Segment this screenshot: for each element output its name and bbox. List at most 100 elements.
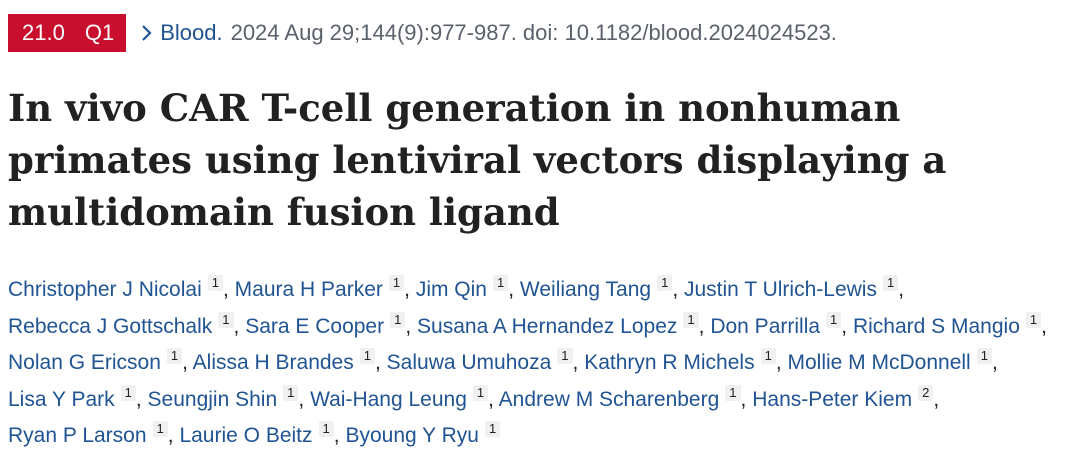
author-link[interactable]: Laurie O Beitz bbox=[179, 424, 313, 447]
affiliation-badge[interactable]: 1 bbox=[388, 275, 405, 291]
author-item: Hans-Peter Kiem 2, bbox=[752, 384, 940, 411]
author-item: Ryan P Larson 1, bbox=[8, 421, 174, 447]
affiliation-badge[interactable]: 1 bbox=[218, 311, 234, 328]
author-item: Andrew M Scharenberg 1, bbox=[498, 384, 747, 411]
author-item: Lisa Y Park 1, bbox=[8, 384, 142, 411]
author-link[interactable]: Kathryn R Michels bbox=[584, 351, 755, 374]
author-link[interactable]: Justin T Ulrich-Lewis bbox=[684, 278, 877, 301]
author-item: Christopher J Nicolai 1, bbox=[8, 275, 229, 301]
journal-metrics-badge: 21.0 Q1 bbox=[8, 14, 127, 52]
author-separator: , bbox=[991, 351, 998, 374]
affiliation-badge[interactable]: 1 bbox=[657, 275, 673, 291]
author-item: Don Parrilla 1, bbox=[710, 311, 848, 338]
author-link[interactable]: Jim Qin bbox=[415, 278, 487, 301]
author-separator: , bbox=[374, 351, 381, 374]
affiliation-badge[interactable]: 1 bbox=[390, 311, 406, 328]
author-item: Maura H Parker 1, bbox=[234, 275, 410, 301]
affiliation-badge[interactable]: 1 bbox=[472, 384, 489, 401]
author-separator: , bbox=[182, 351, 188, 374]
author-link[interactable]: Andrew M Scharenberg bbox=[498, 387, 720, 411]
author-item: Justin T Ulrich-Lewis 1, bbox=[684, 275, 905, 301]
affiliation-badge[interactable]: 2 bbox=[918, 384, 934, 401]
author-separator: , bbox=[508, 278, 515, 301]
author-item: Rebecca J Gottschalk 1, bbox=[8, 311, 240, 338]
author-link[interactable]: Weiliang Tang bbox=[519, 278, 652, 301]
affiliation-badge[interactable]: 1 bbox=[484, 421, 501, 437]
author-separator: , bbox=[698, 314, 705, 338]
author-item: Kathryn R Michels 1, bbox=[584, 348, 782, 374]
affiliation-badge[interactable]: 1 bbox=[976, 348, 992, 364]
author-item: Laurie O Beitz 1, bbox=[179, 421, 340, 447]
author-item: Richard S Mangio 1, bbox=[852, 311, 1047, 338]
author-item: Mollie M McDonnell 1, bbox=[787, 348, 998, 374]
affiliation-badge[interactable]: 1 bbox=[152, 421, 168, 437]
author-link[interactable]: Saluwa Umuhoza bbox=[386, 351, 552, 374]
author-item: Sara E Cooper 1, bbox=[245, 311, 412, 338]
author-link[interactable]: Maura H Parker bbox=[234, 278, 383, 301]
author-item: Weiliang Tang 1, bbox=[519, 275, 679, 301]
author-separator: , bbox=[1041, 314, 1047, 338]
author-link[interactable]: Hans-Peter Kiem bbox=[752, 387, 913, 411]
affiliation-badge[interactable]: 1 bbox=[318, 421, 334, 437]
author-link[interactable]: Alissa H Brandes bbox=[192, 351, 354, 374]
author-separator: , bbox=[167, 424, 174, 447]
affiliation-badge[interactable]: 1 bbox=[120, 384, 136, 401]
author-separator: , bbox=[898, 278, 905, 301]
affiliation-badge[interactable]: 1 bbox=[493, 275, 509, 291]
author-separator: , bbox=[298, 387, 305, 411]
author-separator: , bbox=[135, 387, 142, 411]
affiliation-badge[interactable]: 1 bbox=[207, 275, 223, 291]
affiliation-badge[interactable]: 1 bbox=[1025, 311, 1042, 328]
affiliation-badge[interactable]: 1 bbox=[283, 384, 299, 401]
quartile-badge: Q1 bbox=[74, 14, 127, 52]
author-item: Byoung Y Ryu 1 bbox=[345, 421, 501, 447]
chevron-right-icon[interactable] bbox=[140, 23, 154, 43]
affiliation-badge[interactable]: 1 bbox=[725, 384, 741, 401]
author-separator: , bbox=[672, 278, 679, 301]
author-item: Susana A Hernandez Lopez 1, bbox=[417, 311, 705, 338]
author-separator: , bbox=[333, 424, 340, 447]
author-link[interactable]: Lisa Y Park bbox=[8, 387, 115, 411]
author-separator: , bbox=[572, 351, 579, 374]
author-link[interactable]: Ryan P Larson bbox=[8, 424, 147, 447]
affiliation-badge[interactable]: 1 bbox=[557, 348, 573, 364]
author-link[interactable]: Nolan G Ericson bbox=[8, 351, 161, 374]
author-separator: , bbox=[488, 387, 494, 411]
author-link[interactable]: Sara E Cooper bbox=[245, 314, 385, 338]
author-link[interactable]: Susana A Hernandez Lopez bbox=[417, 314, 678, 338]
author-separator: , bbox=[933, 387, 940, 411]
author-link[interactable]: Byoung Y Ryu bbox=[345, 424, 479, 447]
article-title: In vivo CAR T-cell generation in nonhuma… bbox=[8, 86, 947, 234]
affiliation-badge[interactable]: 1 bbox=[882, 275, 899, 291]
author-separator: , bbox=[841, 314, 848, 338]
author-separator: , bbox=[740, 387, 747, 411]
author-item: Wai-Hang Leung 1, bbox=[310, 384, 494, 411]
author-link[interactable]: Mollie M McDonnell bbox=[787, 351, 971, 374]
author-link[interactable]: Rebecca J Gottschalk bbox=[8, 314, 213, 338]
affiliation-badge[interactable]: 1 bbox=[683, 311, 699, 328]
journal-link[interactable]: Blood. bbox=[160, 20, 223, 45]
author-link[interactable]: Seungjin Shin bbox=[147, 387, 278, 411]
author-item: Nolan G Ericson 1, bbox=[8, 348, 188, 374]
author-separator: , bbox=[222, 278, 229, 301]
affiliation-badge[interactable]: 1 bbox=[166, 348, 183, 364]
author-separator: , bbox=[233, 314, 240, 338]
affiliation-badge[interactable]: 1 bbox=[760, 348, 776, 364]
citation-details: 2024 Aug 29;144(9):977-987. doi: 10.1182… bbox=[230, 20, 837, 45]
author-link[interactable]: Wai-Hang Leung bbox=[310, 387, 467, 411]
author-separator: , bbox=[404, 278, 410, 301]
author-list: Christopher J Nicolai 1, Maura H Parker 1,… bbox=[8, 272, 1068, 455]
affiliation-badge[interactable]: 1 bbox=[359, 348, 375, 364]
impact-factor-badge: 21.0 bbox=[8, 14, 75, 52]
author-link[interactable]: Don Parrilla bbox=[710, 314, 821, 338]
author-item: Alissa H Brandes 1, bbox=[192, 348, 381, 374]
author-link[interactable]: Richard S Mangio bbox=[852, 314, 1020, 338]
author-separator: , bbox=[775, 351, 782, 374]
author-item: Saluwa Umuhoza 1, bbox=[386, 348, 579, 374]
citation-header: 21.0 Q1 Blood. 2024 Aug 29;144(9):977-98… bbox=[0, 14, 837, 52]
author-separator: , bbox=[405, 314, 412, 338]
author-item: Jim Qin 1, bbox=[415, 275, 515, 301]
affiliation-badge[interactable]: 1 bbox=[826, 311, 842, 328]
author-item: Seungjin Shin 1, bbox=[147, 384, 305, 411]
author-link[interactable]: Christopher J Nicolai bbox=[8, 278, 202, 301]
